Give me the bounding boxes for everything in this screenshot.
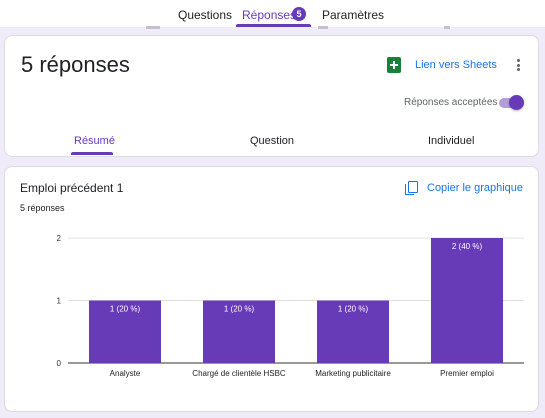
responses-title: 5 réponses <box>21 52 130 77</box>
x-tick-label: Premier emploi <box>440 369 494 378</box>
bar-data-label: 1 (20 %) <box>110 305 141 314</box>
link-to-sheets-button[interactable]: Lien vers Sheets <box>387 56 497 74</box>
tab-settings[interactable]: Paramètres <box>322 8 385 22</box>
question-title: Emploi précédent 1 <box>20 181 124 195</box>
link-to-sheets-label: Lien vers Sheets <box>415 59 497 71</box>
active-tab-indicator <box>236 24 311 27</box>
active-subtab-indicator <box>71 152 113 155</box>
copy-icon <box>405 181 418 195</box>
y-tick-label: 0 <box>57 359 62 368</box>
bar <box>89 300 161 363</box>
question-chart-card: Emploi précédent 1 5 réponses Copier le … <box>4 166 539 412</box>
toggle-thumb <box>509 95 524 110</box>
scrolled-text-fragment <box>444 26 450 29</box>
bar <box>317 300 389 363</box>
copy-chart-label: Copier le graphique <box>427 182 524 194</box>
bar <box>431 238 503 363</box>
y-tick-label: 2 <box>57 234 62 243</box>
scrolled-text-fragment <box>318 26 328 29</box>
scrolled-text-fragment <box>146 26 160 29</box>
tab-questions[interactable]: Questions <box>178 8 233 22</box>
top-navigation-bar: Questions Réponses 5 Paramètres <box>0 0 545 29</box>
sheets-icon <box>387 57 401 73</box>
x-tick-label: Analyste <box>110 369 141 378</box>
accepting-responses-toggle[interactable] <box>496 95 524 111</box>
y-tick-label: 1 <box>57 297 62 306</box>
bar-data-label: 1 (20 %) <box>338 305 369 314</box>
bar-data-label: 1 (20 %) <box>224 305 255 314</box>
copy-chart-button[interactable]: Copier le graphique <box>405 180 523 196</box>
more-vert-icon[interactable] <box>512 57 524 73</box>
bar-chart: 0 1 2 1 (20 %) Analyste 1 (20 %) Chargé de cli… <box>57 234 524 378</box>
x-tick-label: Marketing publicitaire <box>315 369 391 378</box>
form-tabs: Questions Réponses 5 Paramètres <box>0 0 545 27</box>
responses-count-badge: 5 <box>292 7 306 21</box>
responses-summary-card: 5 réponses Lien vers Sheets Réponses acc… <box>4 35 539 157</box>
subtab-summary[interactable]: Résumé <box>74 135 115 147</box>
accepting-responses-label: Réponses acceptées <box>404 97 498 108</box>
subtab-individual[interactable]: Individuel <box>428 135 475 147</box>
bar-data-label: 2 (40 %) <box>452 242 483 251</box>
subtab-question[interactable]: Question <box>250 135 295 147</box>
question-response-count: 5 réponses <box>20 203 65 213</box>
x-tick-label: Chargé de clientèle HSBC <box>192 369 286 378</box>
tab-responses[interactable]: Réponses <box>242 8 297 22</box>
bar <box>203 300 275 363</box>
